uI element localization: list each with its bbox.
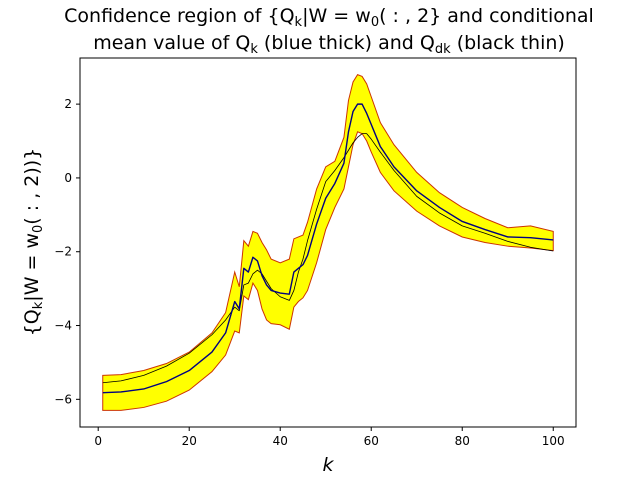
y-tick-label: −6 (54, 392, 72, 406)
x-tick-label: 40 (273, 434, 288, 448)
y-axis-label: {Qk|W = w0( : , 2))} (21, 148, 46, 337)
y-tick-label: −2 (54, 245, 72, 259)
y-tick-label: 2 (64, 97, 72, 111)
x-tick-label: 80 (455, 434, 470, 448)
confidence-band (102, 73, 554, 411)
x-tick-label: 20 (182, 434, 197, 448)
axes-frame (79, 57, 577, 428)
x-tick-label: 100 (542, 434, 565, 448)
plot-area (102, 73, 554, 411)
y-tick-label: 0 (64, 171, 72, 185)
y-tick-label: −4 (54, 319, 72, 333)
x-tick-label: 60 (364, 434, 379, 448)
chart-title-line-1: Confidence region of {Qk|W = w0( : , 2} … (64, 5, 594, 30)
chart-title-line-2: mean value of Qk (blue thick) and Qdk (b… (93, 32, 565, 57)
axis-ticks: 0 20 40 60 80 100 −6 −4 −2 0 2 (54, 97, 564, 448)
series-line-conditional-mean (102, 103, 554, 394)
x-axis-label: k (322, 454, 334, 476)
x-tick-label: 0 (94, 434, 102, 448)
